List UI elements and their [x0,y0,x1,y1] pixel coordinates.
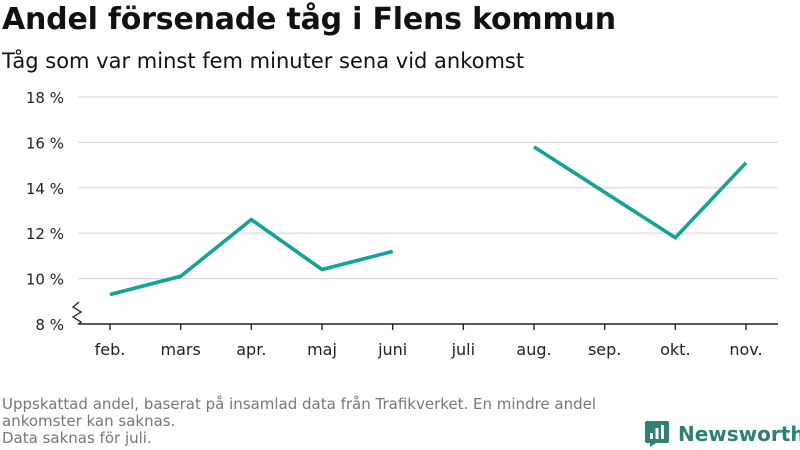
y-tick-label: 14 % [26,180,64,198]
x-tick-label: aug. [516,340,551,359]
footnote: Uppskattad andel, baserat på insamlad da… [2,396,632,447]
series-line [533,145,748,241]
x-tick-label: maj [307,340,337,359]
footnote-source: Uppskattad andel, baserat på insamlad da… [2,395,597,430]
x-tick-label: juni [377,340,407,359]
x-tick-label: apr. [236,340,266,359]
x-tick-label: juli [451,340,475,359]
line-chart: 8 % 10 % 12 % 14 % 16 % 18 % feb. mars apr. maj ju… [26,89,778,359]
y-tick-label: 10 % [26,271,64,289]
chart-title: Andel försenade tåg i Flens kommun [2,2,616,37]
footnote-missing-data: Data saknas för juli. [2,429,152,447]
x-tick-label: okt. [660,340,690,359]
x-tick-label: mars [161,340,201,359]
newsworthy-logo-icon [645,421,669,447]
series-line [109,217,394,297]
x-tick-label: nov. [729,340,762,359]
axis-break-icon [71,301,83,325]
brand-name: Newsworthy [678,422,800,446]
chart-subtitle: Tåg som var minst fem minuter sena vid a… [2,49,525,73]
y-tick-label: 12 % [26,225,64,243]
x-tick-label: feb. [95,340,126,359]
y-tick-label: 18 % [26,89,64,107]
brand: Newsworthy [644,420,800,448]
y-tick-label: 16 % [26,134,64,152]
y-tick-label: 8 % [35,316,64,334]
x-tick-label: sep. [588,340,621,359]
